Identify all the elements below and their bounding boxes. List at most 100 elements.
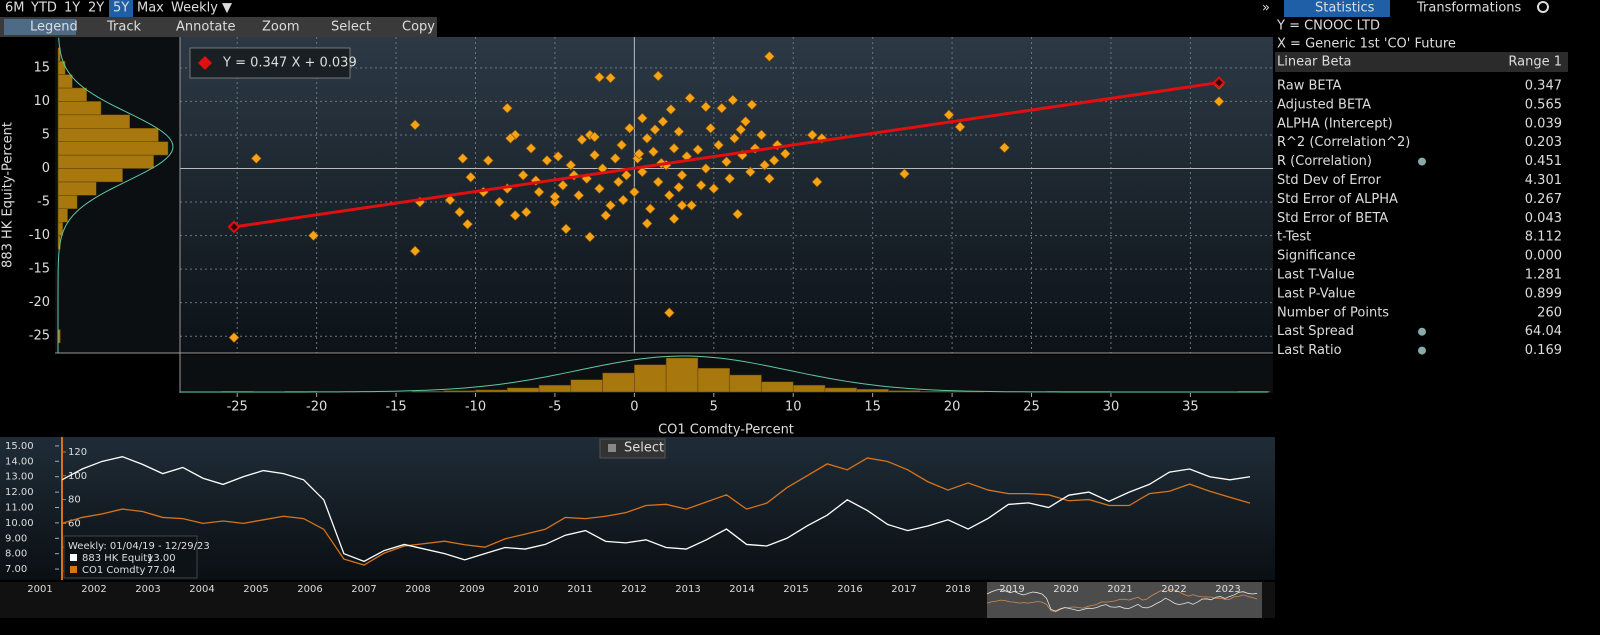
- scatter-point: [613, 176, 624, 188]
- scatter-point: [943, 109, 955, 121]
- x-tick-label: 10: [785, 400, 802, 415]
- active-button: [4, 19, 76, 35]
- toolbar-button[interactable]: Annotate: [176, 20, 235, 35]
- legend-swatch: [198, 56, 212, 70]
- x-hist-bar: [856, 389, 889, 393]
- scatter-point: [509, 210, 521, 221]
- y-tick-label: -10: [29, 228, 50, 243]
- x-tick-label: 5: [710, 400, 718, 415]
- scatter-point: [668, 142, 680, 154]
- fit-endpoint: [1212, 76, 1226, 89]
- scatter-point: [228, 332, 240, 343]
- navigator-year: 2004: [189, 584, 214, 595]
- stat-label: t-Test: [1277, 230, 1311, 245]
- y-hist-bar: [57, 181, 97, 196]
- x-tick-label: 15: [864, 400, 881, 415]
- scatter-point: [501, 102, 513, 114]
- fit-endpoint: [227, 220, 241, 234]
- scatter-point: [732, 208, 744, 220]
- y-tick-label: 9.00: [5, 533, 27, 544]
- tab[interactable]: Transformations: [1416, 1, 1522, 16]
- legend-text: Y = 0.347 X + 0.039: [222, 56, 357, 71]
- navigator-year: 2012: [621, 584, 646, 595]
- stat-label: Adjusted BETA: [1277, 97, 1371, 112]
- stat-label: Last P-Value: [1277, 286, 1355, 301]
- frequency-select[interactable]: Weekly ▼: [171, 1, 232, 16]
- scatter-point: [552, 150, 564, 162]
- range-button[interactable]: YTD: [30, 1, 57, 16]
- scatter-point: [746, 99, 758, 111]
- scatter-point: [624, 122, 636, 134]
- scatter-point: [779, 148, 791, 160]
- stat-value: 0.565: [1525, 97, 1562, 112]
- x-hist-bar: [697, 367, 730, 393]
- scatter-point: [663, 189, 675, 201]
- legend-swatch: [70, 566, 77, 573]
- range-button[interactable]: 2Y: [88, 1, 104, 16]
- active-tab[interactable]: [1284, 0, 1390, 17]
- x-hist-bar: [665, 357, 699, 393]
- toolbar-button[interactable]: Copy: [402, 20, 435, 35]
- x-tick-label: 0: [630, 400, 638, 415]
- navigator-year: 2020: [1053, 584, 1078, 595]
- y-hist-bar: [57, 74, 73, 89]
- select-label[interactable]: Select: [624, 441, 664, 456]
- scatter-point: [744, 166, 756, 178]
- x-hist-bar: [538, 384, 572, 393]
- y-tick-label: -20: [29, 295, 50, 310]
- scatter-point: [806, 129, 818, 141]
- range-button[interactable]: Max: [137, 1, 164, 16]
- select-button[interactable]: [599, 438, 666, 459]
- scatter-point: [700, 163, 712, 174]
- scatter-point: [605, 72, 616, 84]
- navigator-year: 2011: [567, 584, 592, 595]
- navigator-year: 2007: [351, 584, 376, 595]
- x-hist-bar: [443, 390, 476, 393]
- navigator-year: 2008: [405, 584, 430, 595]
- scatter-point: [999, 142, 1010, 154]
- gear-icon[interactable]: [1537, 1, 1549, 13]
- x-hist-bar: [507, 387, 540, 393]
- scatter-point: [520, 206, 532, 218]
- regression-line: [233, 81, 1220, 229]
- x-tick-label: 35: [1182, 400, 1199, 415]
- scatter-point: [636, 112, 648, 124]
- x-hist-bar: [570, 379, 603, 393]
- scatter-point: [482, 155, 494, 166]
- range-button[interactable]: 1Y: [64, 1, 80, 16]
- toolbar-button[interactable]: Select: [331, 20, 371, 35]
- tab[interactable]: Statistics: [1315, 1, 1375, 16]
- scatter-point: [665, 104, 677, 115]
- scatter-point: [409, 119, 421, 131]
- scatter-point: [565, 159, 577, 171]
- navigator-year: 2009: [459, 584, 484, 595]
- navigator-year: 2001: [27, 584, 52, 595]
- normal-curve: [57, 37, 174, 353]
- scatter-point: [628, 186, 640, 198]
- navigator-window[interactable]: [987, 582, 1262, 618]
- toolbar-button[interactable]: Zoom: [262, 20, 299, 35]
- stat-label: Last Ratio: [1277, 343, 1342, 358]
- stats-header-bg: [1275, 52, 1568, 72]
- range-button[interactable]: 6M: [5, 1, 25, 16]
- scatter-point: [584, 231, 596, 243]
- scatter-point: [593, 183, 605, 195]
- range-button[interactable]: 5Y: [113, 1, 129, 16]
- x-hist-bar: [729, 374, 762, 393]
- toolbar-button[interactable]: Legend: [30, 20, 78, 35]
- scatter-point: [616, 139, 628, 151]
- scatter-point: [509, 129, 521, 141]
- navigator-bg: [0, 582, 1275, 618]
- scatter-point: [647, 146, 659, 158]
- collapse-icon[interactable]: »: [1262, 1, 1270, 16]
- info-icon[interactable]: [1418, 327, 1426, 336]
- x-tick-label: -5: [548, 400, 561, 415]
- toolbar-button[interactable]: Track: [106, 20, 141, 35]
- info-icon[interactable]: [1418, 346, 1426, 355]
- scatter-point: [641, 132, 653, 144]
- info-icon[interactable]: [1418, 157, 1426, 166]
- scatter-point: [609, 153, 621, 164]
- scatter-point: [657, 116, 669, 127]
- y-tick-label: 15.00: [5, 441, 34, 452]
- scatter-point: [600, 210, 612, 221]
